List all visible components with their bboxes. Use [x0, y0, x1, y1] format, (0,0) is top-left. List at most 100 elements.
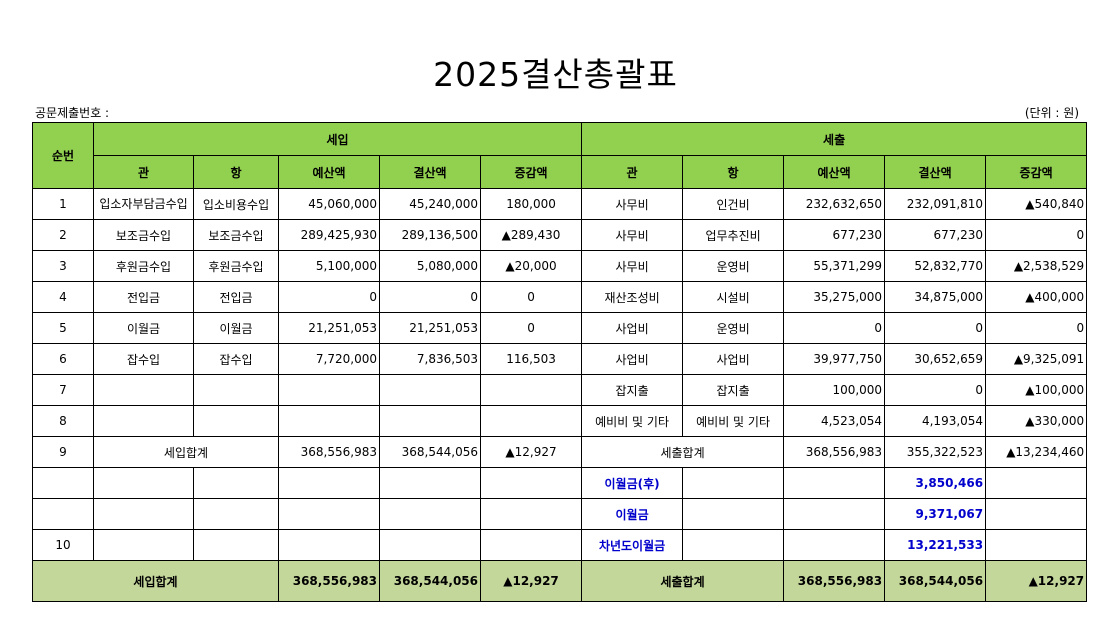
income-budget-cell: 5,100,000: [278, 250, 380, 282]
income-settlement-cell: [379, 498, 481, 530]
income-difference-cell: ▲20,000: [479, 250, 583, 282]
expense-difference-cell: ▲330,000: [985, 405, 1088, 437]
expense-budget-cell: 0: [783, 312, 886, 344]
expense-hang-cell: 사업비: [682, 343, 785, 375]
income-settlement-cell: 5,080,000: [379, 250, 481, 282]
header-expense-budget: 예산액: [783, 155, 886, 189]
row-number: [32, 467, 94, 499]
row-number: 10: [32, 529, 94, 561]
header-expense: 세출: [581, 122, 1088, 156]
expense-hang-cell: 운영비: [682, 250, 785, 282]
income-hang-cell: 잡수입: [193, 343, 279, 375]
income-settlement-cell: 21,251,053: [379, 312, 481, 344]
header-income-hang: 항: [193, 155, 279, 189]
income-budget-cell: [278, 405, 380, 437]
income-hang-cell: [193, 374, 279, 406]
expense-hang-cell: 업무추진비: [682, 219, 785, 251]
expense-total-difference: ▲12,927: [985, 560, 1088, 602]
income-difference-cell: [479, 467, 583, 499]
expense-settlement-cell: 0: [884, 312, 987, 344]
table-row: 1 입소자부담금수입 입소비용수입 45,060,000 45,240,000 180,0…: [32, 188, 1088, 220]
table-row: 3 후원금수입 후원금수입 5,100,000 5,080,000 ▲20,000 사무비 운…: [32, 250, 1088, 282]
income-budget-cell: [278, 374, 380, 406]
expense-settlement-cell: 9,371,067: [884, 498, 987, 530]
income-settlement-cell: 7,836,503: [379, 343, 481, 375]
expense-settlement-cell: 4,193,054: [884, 405, 987, 437]
header-expense-hang: 항: [682, 155, 785, 189]
expense-difference-cell: ▲540,840: [985, 188, 1088, 220]
header-no: 순번: [32, 122, 94, 189]
income-settlement-cell: [379, 374, 481, 406]
income-difference-cell: [479, 374, 583, 406]
income-settlement-cell: [379, 529, 481, 561]
income-gwan-cell: 입소자부담금수입: [93, 188, 194, 220]
expense-gwan-cell: 사업비: [581, 343, 684, 375]
expense-settlement-cell: 232,091,810: [884, 188, 987, 220]
expense-settlement-cell: 30,652,659: [884, 343, 987, 375]
income-budget-cell: 289,425,930: [278, 219, 380, 251]
expense-budget-cell: [783, 498, 886, 530]
settlement-table: 순번 세입 세출 관 항 예산액 결산액 증감액 관 항 예산액 결산액 증감액…: [32, 122, 1088, 602]
row-number: 8: [32, 405, 94, 437]
income-difference-cell: 116,503: [479, 343, 583, 375]
expense-hang-cell: 잡지출: [682, 374, 785, 406]
table-row: 이월금(후) 3,850,466: [32, 467, 1088, 499]
table-row: 8 예비비 및 기타 예비비 및 기타 4,523,054 4,193,054 ▲330,…: [32, 405, 1088, 437]
expense-settlement-cell: 3,850,466: [884, 467, 987, 499]
expense-hang-cell: [682, 498, 785, 530]
header-income-gwan: 관: [93, 155, 194, 189]
expense-settlement-cell: 0: [884, 374, 987, 406]
expense-difference-cell: [985, 529, 1088, 561]
expense-difference-cell: [985, 467, 1088, 499]
expense-settlement-cell: 13,221,533: [884, 529, 987, 561]
row-number: 9: [32, 436, 94, 468]
income-difference-cell: [479, 498, 583, 530]
income-gwan-cell: 이월금: [93, 312, 194, 344]
expense-gwan-cell: 사무비: [581, 188, 684, 220]
income-total-difference: ▲12,927: [479, 560, 583, 602]
income-gwan-cell: [93, 374, 194, 406]
expense-total-label: 세출합계: [581, 560, 785, 602]
expense-difference-cell: ▲13,234,460: [985, 436, 1088, 468]
table-row: 10 차년도이월금 13,221,533: [32, 529, 1088, 561]
expense-hang-cell: [682, 467, 785, 499]
income-difference-cell: [479, 529, 583, 561]
header-income-budget: 예산액: [278, 155, 380, 189]
expense-difference-cell: ▲400,000: [985, 281, 1088, 313]
income-settlement-cell: [379, 467, 481, 499]
row-number: 1: [32, 188, 94, 220]
income-settlement-cell: 0: [379, 281, 481, 313]
income-gwan-cell: [93, 467, 194, 499]
income-gwan-cell: [93, 405, 194, 437]
header-expense-gwan: 관: [581, 155, 684, 189]
expense-total-budget: 368,556,983: [783, 560, 886, 602]
income-hang-cell: [193, 529, 279, 561]
income-gwan-cell: [93, 529, 194, 561]
income-difference-cell: 0: [479, 281, 583, 313]
expense-budget-cell: [783, 467, 886, 499]
income-hang-cell: [193, 467, 279, 499]
expense-gwan-cell: 차년도이월금: [581, 529, 684, 561]
expense-hang-cell: 예비비 및 기타: [682, 405, 785, 437]
income-settlement-cell: [379, 405, 481, 437]
income-budget-cell: 0: [278, 281, 380, 313]
income-difference-cell: [479, 405, 583, 437]
income-total-budget: 368,556,983: [278, 560, 380, 602]
row-number: 3: [32, 250, 94, 282]
expense-gwan-cell: 사무비: [581, 250, 684, 282]
income-settlement-cell: 368,544,056: [379, 436, 481, 468]
expense-budget-cell: 368,556,983: [783, 436, 886, 468]
expense-gwan-cell: 이월금(후): [581, 467, 684, 499]
table-row: 4 전입금 전입금 0 0 0 재산조성비 시설비 35,275,000 34,875,000 ▲4…: [32, 281, 1088, 313]
unit-label: (단위 : 원): [1024, 106, 1079, 120]
expense-gwan-cell: 이월금: [581, 498, 684, 530]
header-income-difference: 증감액: [479, 155, 583, 189]
page-title: 2025결산총괄표: [433, 55, 678, 94]
expense-hang-cell: 운영비: [682, 312, 785, 344]
income-total-label: 세입합계: [32, 560, 279, 602]
header-income-settlement: 결산액: [379, 155, 481, 189]
row-number: 7: [32, 374, 94, 406]
income-settlement-cell: 289,136,500: [379, 219, 481, 251]
expense-hang-cell: 인건비: [682, 188, 785, 220]
row-number: 4: [32, 281, 94, 313]
